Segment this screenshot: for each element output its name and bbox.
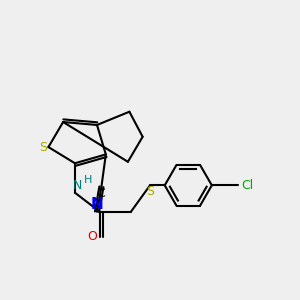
- Text: H: H: [84, 175, 92, 185]
- Text: C: C: [97, 187, 105, 200]
- Text: S: S: [147, 185, 154, 198]
- Text: O: O: [87, 230, 97, 243]
- Text: Cl: Cl: [241, 179, 253, 192]
- Text: N: N: [73, 179, 83, 192]
- Text: S: S: [39, 141, 47, 154]
- Text: N: N: [91, 197, 103, 212]
